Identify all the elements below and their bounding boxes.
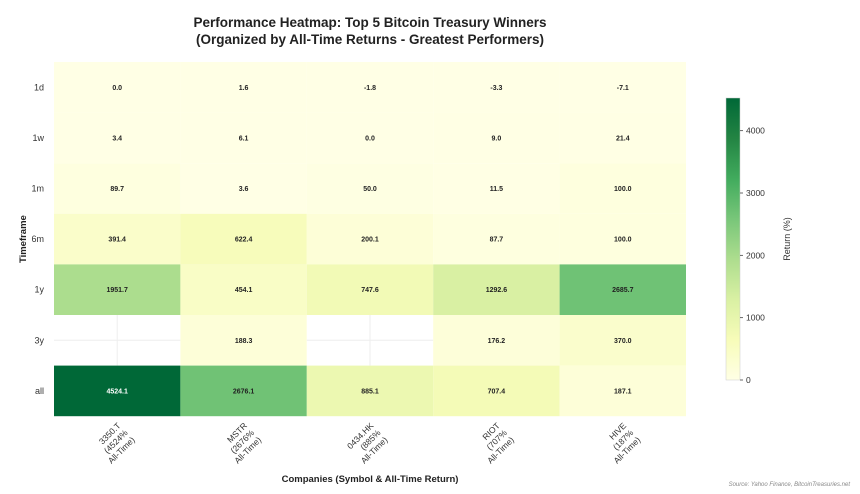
cell-value-label: 188.3	[235, 338, 253, 345]
colorbar-tick-label: 1000	[746, 313, 765, 323]
x-tick-label: MSTR(2676%All-Time)	[218, 420, 263, 465]
heatmap-cell	[180, 62, 307, 113]
cell-value-label: -3.3	[490, 85, 502, 92]
cell-value-label: 187.1	[614, 388, 632, 395]
colorbar-tick-label: 0	[746, 375, 751, 385]
y-tick-label: 1m	[31, 184, 44, 194]
cell-value-label: 3.4	[112, 135, 122, 142]
cell-value-label: 885.1	[361, 388, 379, 395]
heatmap-cell	[306, 264, 434, 315]
heatmap-cell	[54, 264, 181, 315]
cell-value-label: 176.2	[488, 338, 506, 345]
heatmap-cell	[433, 213, 560, 265]
x-tick-label: HIVE(187%All-Time)	[597, 420, 642, 465]
x-tick-label: RIOT(707%All-Time)	[471, 420, 516, 465]
cell-value-label: 0.0	[112, 85, 122, 92]
heatmap-cell	[433, 315, 560, 366]
heatmap-cell	[54, 62, 181, 113]
x-tick-label: 3350.T(4524%All-Time)	[92, 420, 137, 465]
cell-value-label: 2685.7	[612, 287, 634, 294]
colorbar-tick-label: 3000	[746, 188, 765, 198]
cell-value-label: 391.4	[108, 237, 126, 244]
cell-value-label: 4524.1	[106, 388, 128, 395]
cell-value-label: -7.1	[617, 85, 629, 92]
cell-value-label: 454.1	[235, 287, 253, 294]
y-tick-label: 3y	[34, 335, 44, 345]
heatmap-cell	[559, 315, 686, 366]
cell-value-label: 50.0	[363, 186, 377, 193]
heatmap-cell	[54, 112, 181, 164]
heatmap-cell	[559, 62, 686, 113]
heatmap-cell	[559, 365, 686, 417]
heatmap-cell	[559, 163, 686, 214]
cell-value-label: -1.8	[364, 85, 376, 92]
heatmap-cell	[180, 365, 307, 417]
cell-value-label: 3.6	[239, 186, 249, 193]
heatmap-cell	[306, 365, 434, 417]
y-tick-label: 1w	[32, 133, 44, 143]
cell-value-label: 6.1	[239, 135, 249, 142]
cell-value-label: 0.0	[365, 135, 375, 142]
heatmap-cell	[180, 315, 307, 366]
heatmap-cell	[54, 163, 181, 214]
source-note: Source: Yahoo Finance, BitcoinTreasuries…	[728, 482, 850, 488]
heatmap-cell	[306, 112, 434, 164]
cell-value-label: 1951.7	[106, 287, 128, 294]
heatmap-cell	[433, 112, 560, 164]
heatmap-cell	[180, 112, 307, 164]
heatmap-cell	[306, 163, 434, 214]
y-axis-title: Timeframe	[18, 215, 29, 263]
cell-value-label: 200.1	[361, 237, 379, 244]
cell-value-label: 100.0	[614, 237, 632, 244]
cell-value-label: 1292.6	[486, 287, 508, 294]
cell-value-label: 9.0	[492, 135, 502, 142]
y-tick-label: 1y	[34, 285, 44, 295]
heatmap-cell	[54, 213, 181, 265]
cell-value-label: 100.0	[614, 186, 632, 193]
colorbar-tick-label: 4000	[746, 126, 765, 136]
y-tick-label: all	[35, 386, 44, 396]
heatmap-cell	[559, 112, 686, 164]
heatmap-cell	[433, 163, 560, 214]
cell-value-label: 707.4	[488, 388, 506, 395]
chart-subtitle: (Organized by All-Time Returns - Greates…	[195, 32, 545, 47]
heatmap-cell	[306, 213, 434, 265]
y-tick-label: 1d	[34, 82, 44, 92]
heatmap-cell	[559, 264, 686, 315]
heatmap-cell	[180, 163, 307, 214]
cell-value-label: 21.4	[616, 135, 630, 142]
cell-value-label: 1.6	[239, 85, 249, 92]
heatmap-cell	[433, 264, 560, 315]
colorbar-title: Return (%)	[782, 217, 792, 261]
heatmap-cell	[433, 365, 560, 417]
heatmap-cell	[54, 365, 181, 417]
x-axis-title: Companies (Symbol & All-Time Return)	[282, 474, 459, 485]
heatmap-cell	[306, 62, 434, 113]
chart-title: Performance Heatmap: Top 5 Bitcoin Treas…	[193, 15, 547, 30]
y-tick-label: 6m	[31, 234, 44, 244]
cell-value-label: 11.5	[490, 186, 503, 193]
heatmap-cell	[433, 62, 560, 113]
heatmap-cell	[180, 213, 307, 265]
heatmap-cell	[180, 264, 307, 315]
x-tick-label: 0434.HK(885%All-Time)	[345, 420, 390, 465]
cell-value-label: 89.7	[110, 186, 124, 193]
cell-value-label: 370.0	[614, 338, 632, 345]
cell-value-label: 622.4	[235, 237, 253, 244]
cell-value-label: 2676.1	[233, 388, 255, 395]
cell-value-label: 747.6	[361, 287, 379, 294]
colorbar	[725, 97, 741, 381]
heatmap-cell	[559, 213, 686, 265]
cell-value-label: 87.7	[490, 237, 504, 244]
colorbar-tick-label: 2000	[746, 250, 765, 260]
